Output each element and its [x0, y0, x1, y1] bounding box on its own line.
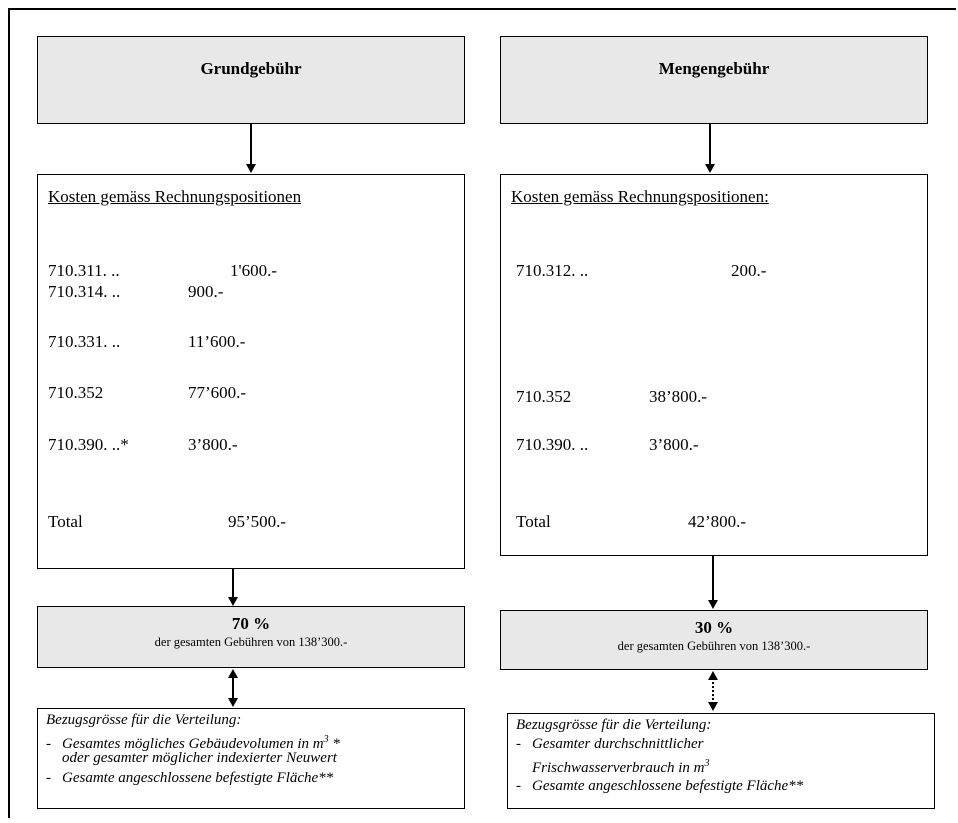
mengengebuehr-header-box: Mengengebühr: [500, 36, 928, 124]
grundgebuehr-header-box: Grundgebühr: [37, 36, 465, 124]
grund-row-code: 710.390. ..*: [48, 435, 129, 454]
grund-basis-item: - Gesamte angeschlossene befestigte Fläch…: [46, 770, 334, 786]
menge-row-amount: 38’800.-: [649, 387, 708, 406]
menge-basis-title: Bezugsgrösse für die Verteilung:: [516, 717, 712, 733]
menge-row-amount: 200.-: [731, 261, 767, 280]
grundgebuehr-title: Grundgebühr: [200, 59, 302, 78]
grund-row-amount: 3’800.-: [188, 435, 238, 454]
menge-row-code: 710.312. ..: [516, 261, 589, 280]
menge-total-label: Total: [516, 512, 551, 531]
grund-basis-title: Bezugsgrösse für die Verteilung:: [46, 712, 242, 728]
menge-row-code: 710.390. ..: [516, 435, 589, 454]
grund-percent: 70 %: [231, 614, 271, 633]
menge-total-amount: 42’800.-: [688, 512, 747, 531]
grund-row-code: 710.314. ..: [48, 282, 121, 301]
grund-row-code: 710.352: [48, 383, 104, 402]
menge-basis-item: - Gesamter durchschnittlicher: [516, 736, 704, 752]
menge-row-amount: 3’800.-: [649, 435, 699, 454]
menge-basis-box: Bezugsgrösse für die Verteilung: - Gesamt…: [507, 713, 935, 809]
diagram-frame: [8, 8, 956, 818]
grund-costs-title: Kosten gemäss Rechnungspositionen: [48, 187, 302, 206]
menge-basis-item: - Gesamte angeschlossene befestigte Fläch…: [516, 778, 804, 794]
menge-costs-title: Kosten gemäss Rechnungspositionen:: [511, 187, 769, 206]
menge-basis-item: Frischwasserverbrauch in m3: [532, 758, 710, 776]
grund-total-label: Total: [48, 512, 83, 531]
grund-total-amount: 95’500.-: [228, 512, 287, 531]
grund-row-amount: 77’600.-: [188, 383, 247, 402]
grund-percent-box: 70 % der gesamten Gebühren von 138’300.-: [37, 606, 465, 668]
grund-basis-box: Bezugsgrösse für die Verteilung: - Gesamt…: [37, 708, 465, 809]
grund-basis-item: - Gesamtes mögliches Gebäudevolumen in m3…: [46, 734, 340, 752]
grund-row-code: 710.331. ..: [48, 332, 121, 351]
mengengebuehr-costs-box: Kosten gemäss Rechnungspositionen: 710.3…: [500, 174, 928, 556]
grund-row-amount: 11’600.-: [188, 332, 246, 351]
grund-row-amount: 900.-: [188, 282, 224, 301]
grund-row-amount: 1'600.-: [230, 261, 277, 280]
menge-percent-note: der gesamten Gebühren von 138’300.-: [617, 639, 811, 653]
grundgebuehr-costs-box: Kosten gemäss Rechnungspositionen 710.31…: [37, 174, 465, 569]
menge-percent: 30 %: [694, 618, 734, 637]
mengengebuehr-title: Mengengebühr: [658, 59, 770, 78]
menge-row-code: 710.352: [516, 387, 572, 406]
grund-row-code: 710.311. ..: [48, 261, 120, 280]
menge-percent-box: 30 % der gesamten Gebühren von 138’300.-: [500, 610, 928, 670]
grund-percent-note: der gesamten Gebühren von 138’300.-: [154, 635, 348, 649]
grund-basis-item: oder gesamter möglicher indexierter Neuw…: [62, 750, 337, 766]
